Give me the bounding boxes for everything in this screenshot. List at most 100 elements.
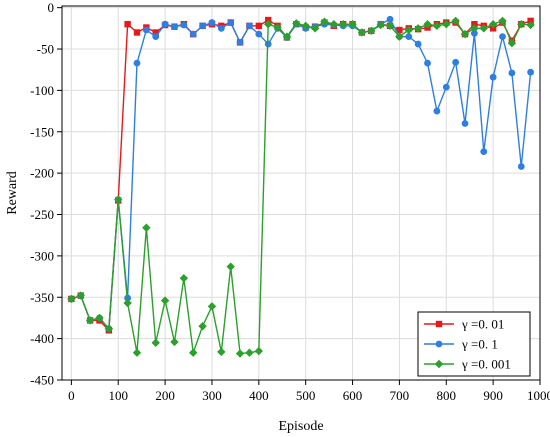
y-axis-title: Reward [5,171,20,215]
series-line [71,18,532,330]
data-point [357,28,367,37]
x-tick-label: 700 [390,388,410,403]
legend-label: γ =0. 001 [461,357,511,372]
data-point [301,21,310,31]
data-point [404,25,413,35]
data-point [199,22,206,30]
data-point [255,30,263,38]
data-point [180,21,188,29]
y-tick-label: -150 [30,124,54,139]
data-point [198,322,207,331]
data-point [442,83,450,91]
data-point [217,347,226,357]
series-line [71,19,531,332]
series-layer [67,15,535,358]
data-point [208,19,216,26]
data-point [171,23,178,31]
data-point [413,24,423,33]
data-point [470,24,479,33]
data-point [170,337,179,347]
series-line [71,20,531,355]
data-point [489,73,497,81]
y-tick-label: -50 [37,42,54,57]
data-point [133,29,141,36]
data-point [95,313,104,323]
data-point [263,20,273,29]
data-point [329,20,339,29]
data-point [142,223,151,232]
y-tick-label: -350 [30,290,54,305]
data-point [424,59,431,67]
data-point [386,15,394,23]
data-point [385,21,395,31]
x-tick-label: 400 [249,388,269,403]
data-point [161,20,169,28]
legend-marker [435,340,443,348]
data-point [255,22,263,30]
data-point [104,324,114,333]
x-tick-label: 800 [437,388,457,403]
data-point [452,58,460,66]
data-point [480,148,488,156]
data-point [433,107,441,115]
data-point [207,302,217,311]
data-point [517,20,526,29]
data-point [235,349,245,358]
data-point [151,338,160,347]
legend: γ =0. 01 γ =0. 1 γ =0. 001 [417,311,531,377]
data-point [179,274,189,283]
data-point [367,26,376,36]
series-1 [67,15,535,333]
data-point [246,22,253,30]
plot-frame [61,5,541,381]
data-point [160,296,170,305]
data-point [189,348,198,357]
x-tick-label: 1000 [527,388,550,403]
data-point [460,29,470,39]
data-point [132,348,142,357]
data-point [461,120,469,127]
data-point [526,20,535,30]
legend-entry-gamma-0-001: γ =0. 001 [424,357,511,372]
data-point [508,69,516,77]
data-point [405,33,413,41]
data-point [396,26,403,34]
data-point [451,16,460,26]
data-point [142,26,150,34]
data-point [517,163,525,170]
data-point [499,33,506,41]
data-point [245,348,254,357]
data-point [479,24,488,33]
data-point [442,20,451,29]
data-point [348,20,357,29]
data-point [85,316,95,325]
data-point [282,32,292,41]
y-axis: 0 -50 -100 -150 -200 -250 -300 -350 -400 -450 [30,0,62,388]
x-tick-label: 900 [483,388,503,403]
data-point [376,20,385,30]
data-point [310,24,320,33]
data-point [236,39,244,46]
legend-marker [434,359,444,369]
data-point [423,20,432,29]
legend-label: γ =0. 1 [461,337,498,352]
data-point [432,21,442,31]
data-point [527,68,535,76]
data-point [226,262,235,271]
y-tick-label: -250 [30,207,54,222]
y-tick-label: -400 [30,331,54,346]
y-tick-label: -100 [30,83,54,98]
data-point [292,19,301,28]
data-point [133,59,141,67]
data-point [189,30,197,38]
x-tick-label: 500 [296,388,316,403]
data-point [395,32,404,41]
data-point [414,40,422,48]
x-tick-label: 600 [343,388,363,403]
data-point [470,29,478,37]
y-tick-label: -450 [30,373,54,388]
data-point [254,346,264,356]
data-point [217,24,225,32]
data-point [67,294,76,304]
